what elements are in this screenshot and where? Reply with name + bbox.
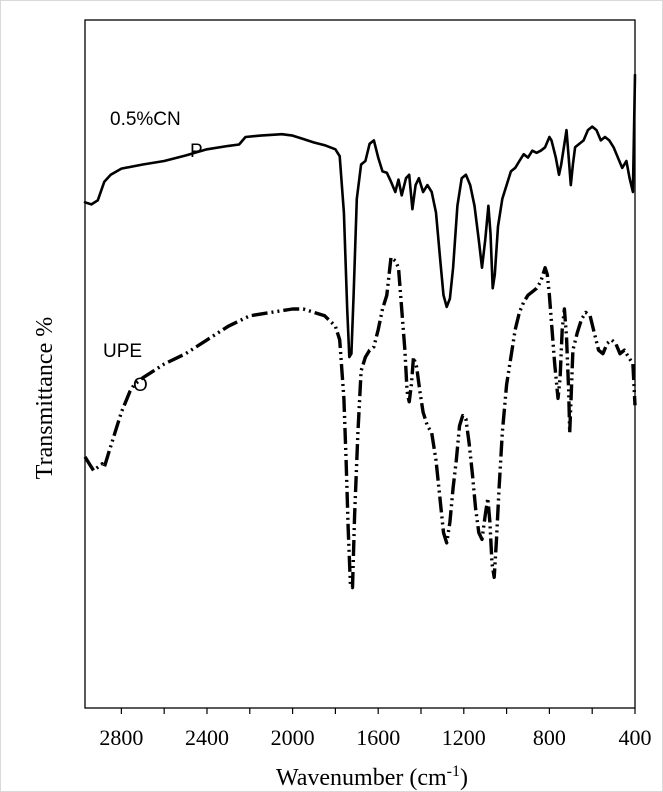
x-axis-ticks <box>120 708 636 714</box>
x-tick-label-2000: 2000 <box>271 725 315 750</box>
series-label-1-line1: 0.5%CN <box>110 109 181 130</box>
series-line-2 <box>83 255 637 590</box>
x-tick-label-1200: 1200 <box>442 725 486 750</box>
x-tick-label-800: 800 <box>533 725 566 750</box>
series-layer <box>83 73 637 590</box>
series-label-2-line1: UPE <box>103 341 142 362</box>
y-axis-title: Transmittance % <box>32 317 58 479</box>
series-label-2-line2: O <box>133 375 148 396</box>
x-tick-label-400: 400 <box>619 725 652 750</box>
plot-area-frame <box>84 19 636 709</box>
series-line-1 <box>83 73 637 359</box>
x-axis-tick-labels: 2800 2400 2000 1600 1200 800 400 <box>99 725 651 750</box>
series-label-1-line2: P <box>190 141 203 162</box>
x-tick-label-2400: 2400 <box>185 725 229 750</box>
x-tick-label-1600: 1600 <box>356 725 400 750</box>
x-tick-label-2800: 2800 <box>99 725 143 750</box>
series-labels: 0.5%CN P UPE O <box>103 109 203 396</box>
x-axis-title: Wavenumber (cm-1) <box>276 763 468 791</box>
